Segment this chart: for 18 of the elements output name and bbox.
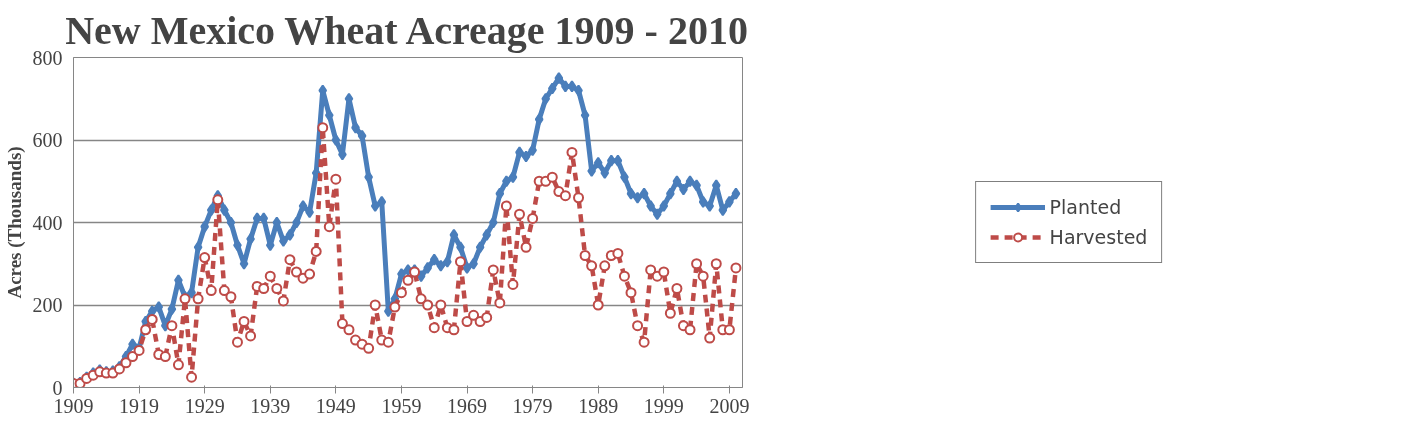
- x-tick-label: 1949: [315, 394, 356, 417]
- x-tick-label: 1989: [578, 394, 619, 417]
- x-tick-label: 1979: [512, 394, 553, 417]
- x-tick-label: 1939: [250, 394, 291, 417]
- legend-label: Harvested: [1049, 226, 1148, 248]
- legend-label: Planted: [1049, 196, 1122, 218]
- y-tick-label: 800: [32, 46, 63, 69]
- y-tick-label: 600: [32, 129, 63, 151]
- x-tick-label: 1929: [184, 394, 225, 417]
- chart-title: New Mexico Wheat Acreage 1909 - 2010: [65, 7, 748, 53]
- y-tick-label: 200: [32, 294, 63, 316]
- y-axis-title: Acres (Thousands): [3, 146, 26, 299]
- x-tick-label: 1969: [447, 394, 488, 417]
- y-tick-label: 400: [32, 211, 63, 234]
- x-tick-label: 1959: [381, 394, 422, 417]
- x-tick-label: 2009: [709, 394, 750, 417]
- x-tick-label: 1919: [119, 394, 160, 417]
- x-tick-label: 1999: [643, 394, 684, 417]
